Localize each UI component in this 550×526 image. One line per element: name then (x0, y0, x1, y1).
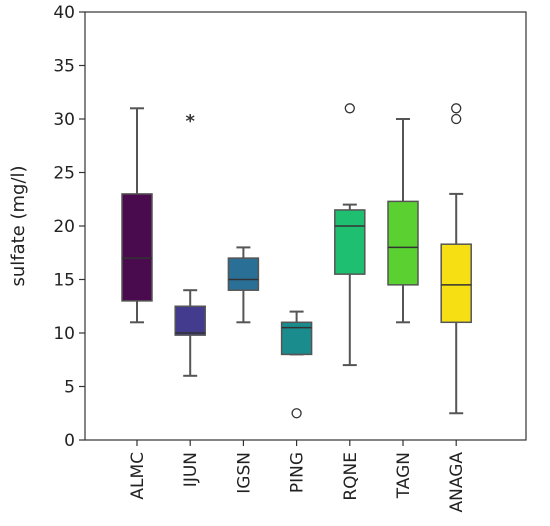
x-tick-label: ALMC (128, 452, 148, 500)
box-iqr (387, 200, 419, 286)
y-tick-label: 15 (53, 271, 75, 291)
x-tick-label: RQNE (341, 452, 361, 501)
x-tick-label: IGSN (234, 452, 254, 494)
box-ijun: * (174, 111, 206, 377)
box-iqr (174, 305, 206, 336)
box-tagn (387, 118, 419, 324)
y-tick-label: 0 (64, 431, 75, 451)
y-axis-title: sulfate (mg/l) (8, 165, 29, 286)
outlier-point (451, 113, 462, 125)
y-axis: 0 5 10 15 20 25 30 35 40 (53, 3, 85, 451)
x-tick-label: TAGN (394, 452, 414, 499)
box-iqr (121, 193, 153, 302)
box-rqne (334, 103, 366, 367)
extreme-point: * (185, 111, 195, 132)
box-igsn (227, 246, 260, 324)
y-tick-label: 30 (53, 110, 75, 130)
box-almc (121, 107, 153, 324)
y-tick-label: 5 (64, 378, 75, 398)
box-iqr (227, 257, 260, 291)
y-tick-label: 40 (53, 3, 75, 23)
y-tick-label: 35 (53, 57, 75, 77)
box-series: * (121, 103, 472, 419)
x-tick-label: PING (288, 452, 308, 493)
x-tick-label: IJUN (181, 452, 201, 487)
box-ping (280, 310, 313, 419)
box-anaga (440, 103, 472, 415)
outlier-point (344, 103, 355, 114)
y-tick-label: 10 (53, 324, 75, 344)
box-iqr (334, 209, 366, 275)
x-axis: ALMC IJUN IGSN PING RQNE TAGN ANAGA (128, 440, 467, 512)
outlier-point (291, 408, 302, 419)
x-tick-label: ANAGA (447, 452, 467, 513)
outlier-point (451, 103, 462, 114)
box-iqr (440, 243, 472, 324)
y-tick-label: 20 (53, 217, 75, 237)
y-tick-label: 25 (53, 164, 75, 184)
